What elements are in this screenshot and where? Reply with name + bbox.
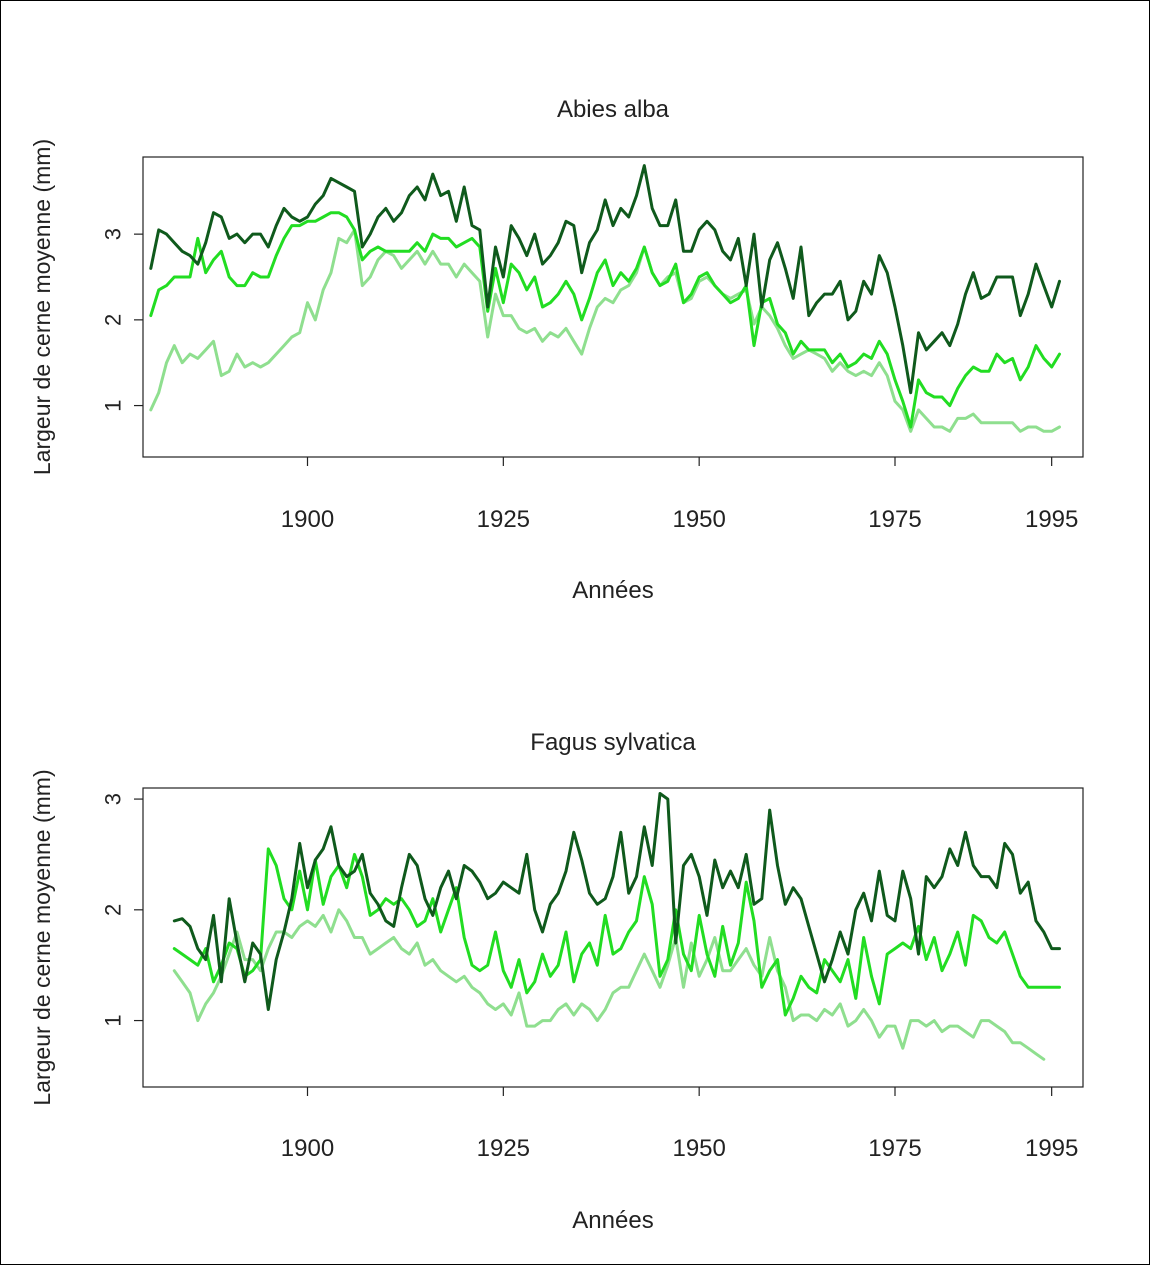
x-tick-label-1975: 1975: [868, 1135, 921, 1162]
x-tick-label-1975: 1975: [868, 506, 921, 533]
x-tick-label-1995: 1995: [1025, 1135, 1078, 1162]
x-tick-label-1925: 1925: [477, 506, 530, 533]
y-axis-label-2: Largeur de cerne moyenne (mm): [29, 769, 55, 1105]
chart-title-2: Fagus sylvatica: [530, 729, 696, 756]
y-tick-label-3: 3: [101, 228, 126, 240]
x-axis-label-1: Années: [572, 577, 653, 604]
chart-title-1: Abies alba: [557, 96, 670, 123]
x-tick-label-1900: 1900: [281, 506, 334, 533]
series-line-light-2: [172, 908, 1046, 1061]
y-tick-label-1: 1: [101, 399, 126, 411]
plot-area-2: [142, 787, 1084, 1088]
series-line-dark-1: [149, 164, 1061, 395]
y-tick-label-2: 2: [101, 904, 126, 916]
x-tick-label-1925: 1925: [477, 1135, 530, 1162]
y-axis-label-1: Largeur de cerne moyenne (mm): [29, 139, 55, 475]
x-tick-label-1900: 1900: [281, 1135, 334, 1162]
y-tick-label-2: 2: [101, 314, 126, 326]
x-axis-label-2: Années: [572, 1207, 653, 1234]
x-tick-label-1950: 1950: [672, 1135, 725, 1162]
y-tick-label-1: 1: [101, 1014, 126, 1026]
plot-area-1: [142, 156, 1084, 458]
x-tick-label-1995: 1995: [1025, 506, 1078, 533]
series-line-dark-2: [172, 792, 1061, 1011]
series-line-mid-2: [172, 847, 1061, 1017]
x-tick-label-1950: 1950: [672, 506, 725, 533]
series-line-mid-1: [149, 211, 1061, 429]
y-tick-label-3: 3: [101, 793, 126, 805]
series-line-light-1: [149, 228, 1061, 433]
